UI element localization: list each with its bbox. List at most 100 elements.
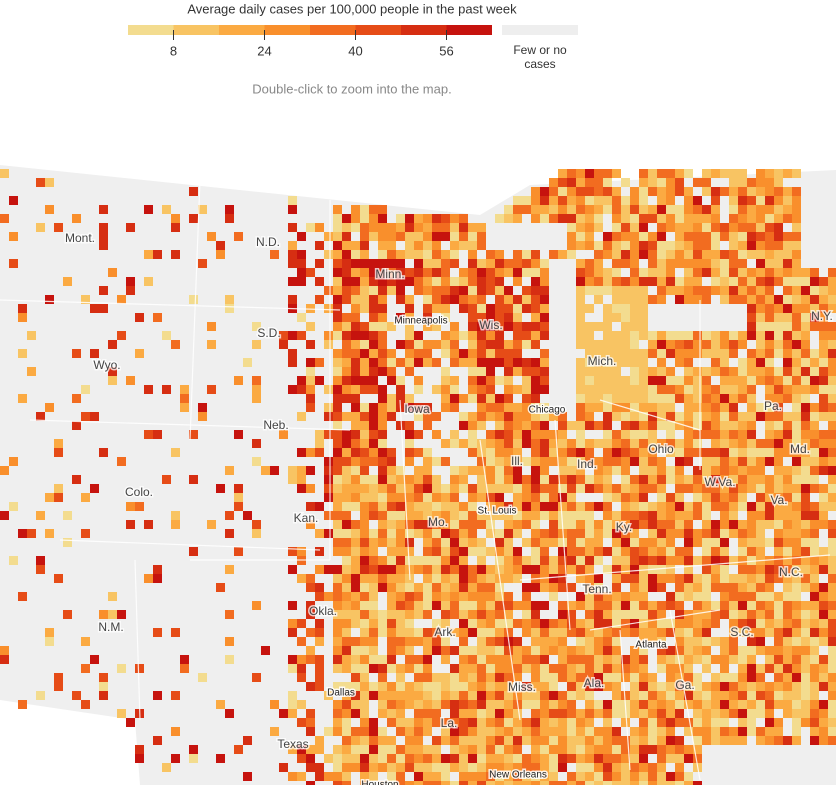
county (738, 196, 747, 205)
county (450, 601, 459, 610)
county (432, 682, 441, 691)
county (819, 628, 828, 637)
county (540, 484, 549, 493)
county (711, 538, 720, 547)
county (720, 286, 729, 295)
county (801, 430, 810, 439)
county (342, 691, 351, 700)
county (198, 673, 207, 682)
county (351, 466, 360, 475)
county (828, 430, 836, 439)
county (675, 754, 684, 763)
county (144, 574, 153, 583)
county (405, 349, 414, 358)
county (648, 502, 657, 511)
county (549, 592, 558, 601)
county (612, 223, 621, 232)
county (468, 583, 477, 592)
county (387, 394, 396, 403)
county (405, 340, 414, 349)
county (639, 772, 648, 781)
county (486, 259, 495, 268)
county (603, 754, 612, 763)
county (702, 178, 711, 187)
county (477, 412, 486, 421)
county (360, 691, 369, 700)
county (387, 376, 396, 385)
county (729, 511, 738, 520)
county (189, 430, 198, 439)
county (477, 520, 486, 529)
county (720, 511, 729, 520)
county (783, 412, 792, 421)
county (279, 340, 288, 349)
county (468, 646, 477, 655)
county (522, 691, 531, 700)
county (207, 232, 216, 241)
county (747, 565, 756, 574)
county (459, 574, 468, 583)
county (522, 367, 531, 376)
county (54, 223, 63, 232)
county (729, 655, 738, 664)
county (432, 520, 441, 529)
county (450, 286, 459, 295)
county (360, 205, 369, 214)
county (351, 682, 360, 691)
county (378, 745, 387, 754)
county (270, 727, 279, 736)
county (819, 448, 828, 457)
county (459, 736, 468, 745)
county (720, 331, 729, 340)
county (612, 655, 621, 664)
county (729, 709, 738, 718)
county (396, 259, 405, 268)
county (288, 259, 297, 268)
county (333, 511, 342, 520)
county (666, 538, 675, 547)
county (684, 331, 693, 340)
county (387, 646, 396, 655)
county (630, 295, 639, 304)
county (639, 646, 648, 655)
county (801, 538, 810, 547)
county (774, 520, 783, 529)
county (576, 394, 585, 403)
county (324, 403, 333, 412)
county (171, 520, 180, 529)
county (756, 448, 765, 457)
county (432, 232, 441, 241)
county (81, 295, 90, 304)
county (450, 745, 459, 754)
county (756, 664, 765, 673)
county (189, 754, 198, 763)
county (693, 529, 702, 538)
county (432, 502, 441, 511)
county (225, 529, 234, 538)
county (639, 187, 648, 196)
county (648, 394, 657, 403)
county (594, 466, 603, 475)
county (783, 664, 792, 673)
county (531, 439, 540, 448)
county (639, 709, 648, 718)
county (819, 655, 828, 664)
county (621, 439, 630, 448)
county (729, 223, 738, 232)
county (450, 241, 459, 250)
county (576, 430, 585, 439)
county (774, 691, 783, 700)
county (450, 538, 459, 547)
county (423, 313, 432, 322)
map[interactable] (0, 165, 836, 790)
county (648, 736, 657, 745)
county (720, 448, 729, 457)
county (693, 727, 702, 736)
county (342, 466, 351, 475)
county (459, 412, 468, 421)
county (342, 664, 351, 673)
county (801, 556, 810, 565)
county (378, 268, 387, 277)
county (666, 601, 675, 610)
county (684, 403, 693, 412)
